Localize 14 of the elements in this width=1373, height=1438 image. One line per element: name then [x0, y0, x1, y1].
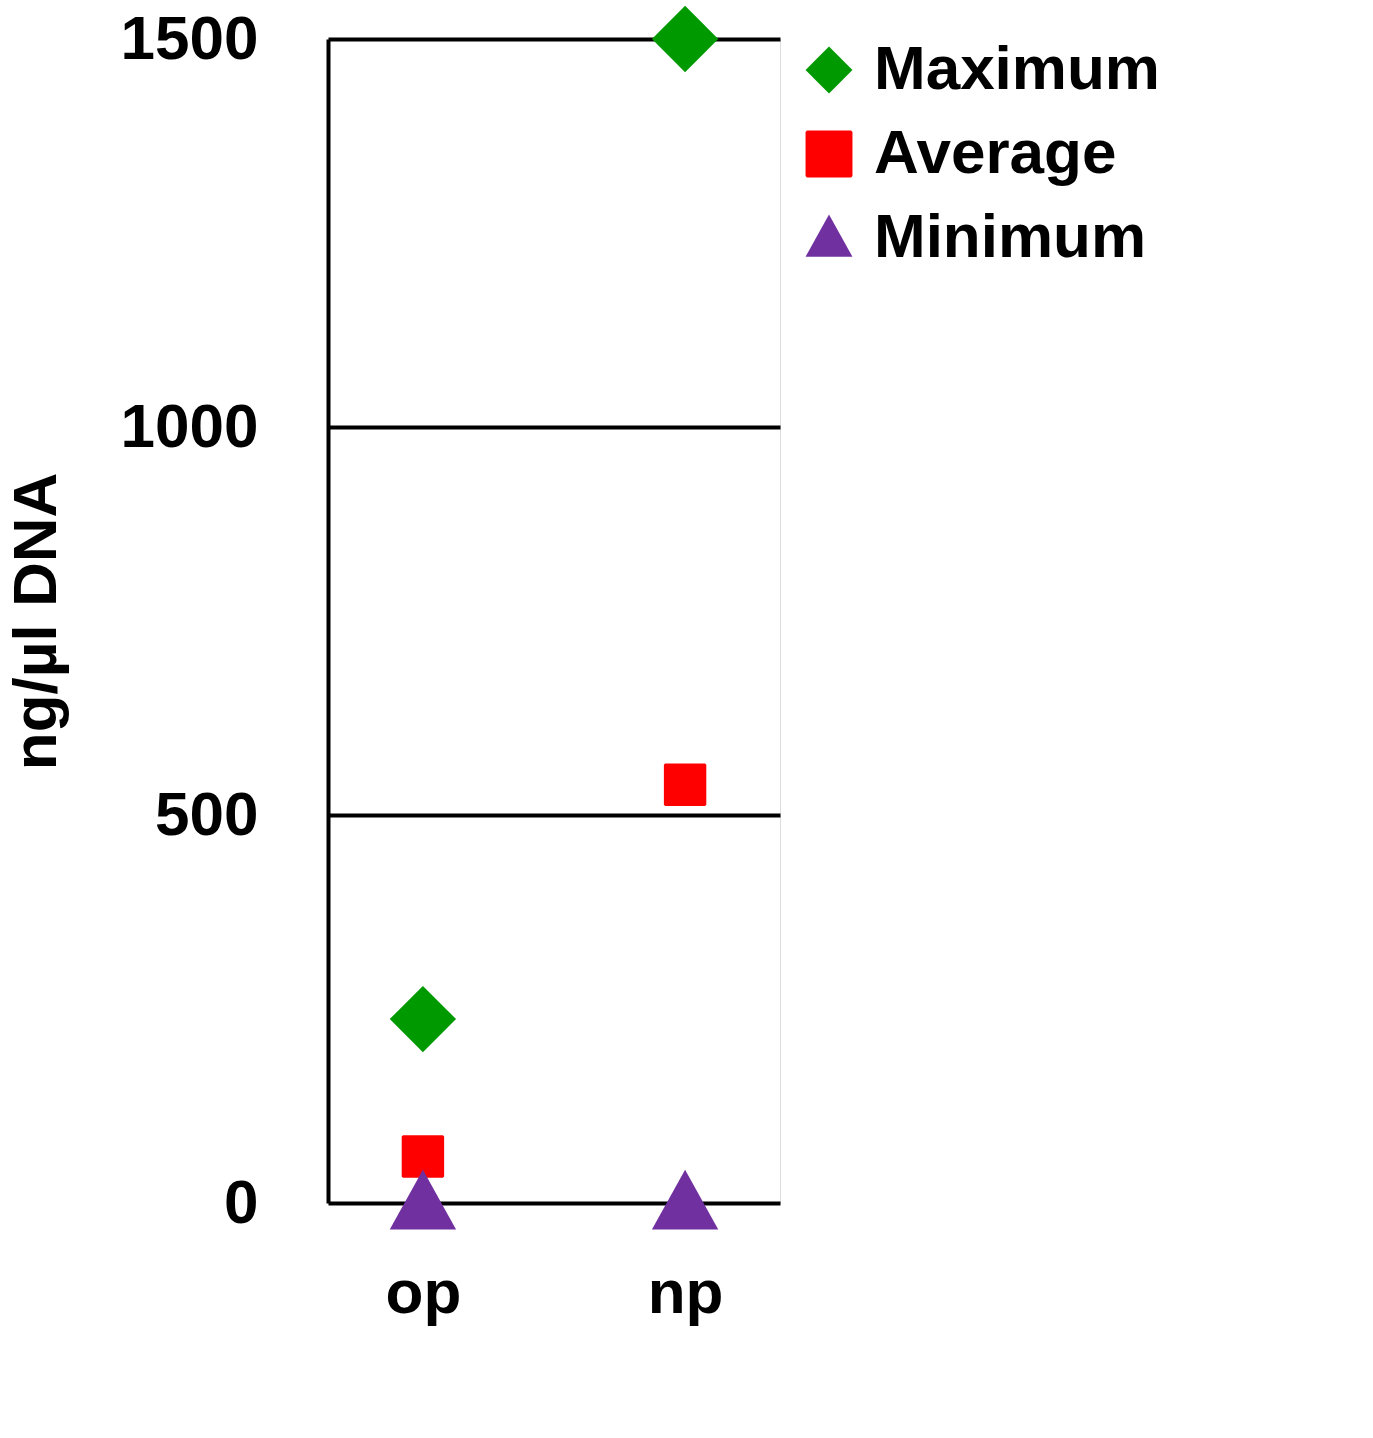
point: [651, 5, 719, 73]
x-tick-label: np: [647, 1256, 724, 1326]
point: [663, 763, 707, 806]
y-tick-label: 1000: [120, 390, 259, 460]
legend-label: Maximum: [874, 33, 1160, 102]
point: [401, 1135, 445, 1178]
y-axis-title: ng/µl DNA: [0, 472, 69, 771]
legend-label: Average: [874, 117, 1117, 186]
y-tick-label: 1500: [120, 2, 259, 72]
legend-label: Minimum: [874, 201, 1147, 270]
x-tick-label: op: [385, 1256, 462, 1326]
point: [389, 985, 457, 1053]
y-tick-label: 500: [155, 778, 259, 848]
y-tick-label: 0: [224, 1166, 259, 1236]
